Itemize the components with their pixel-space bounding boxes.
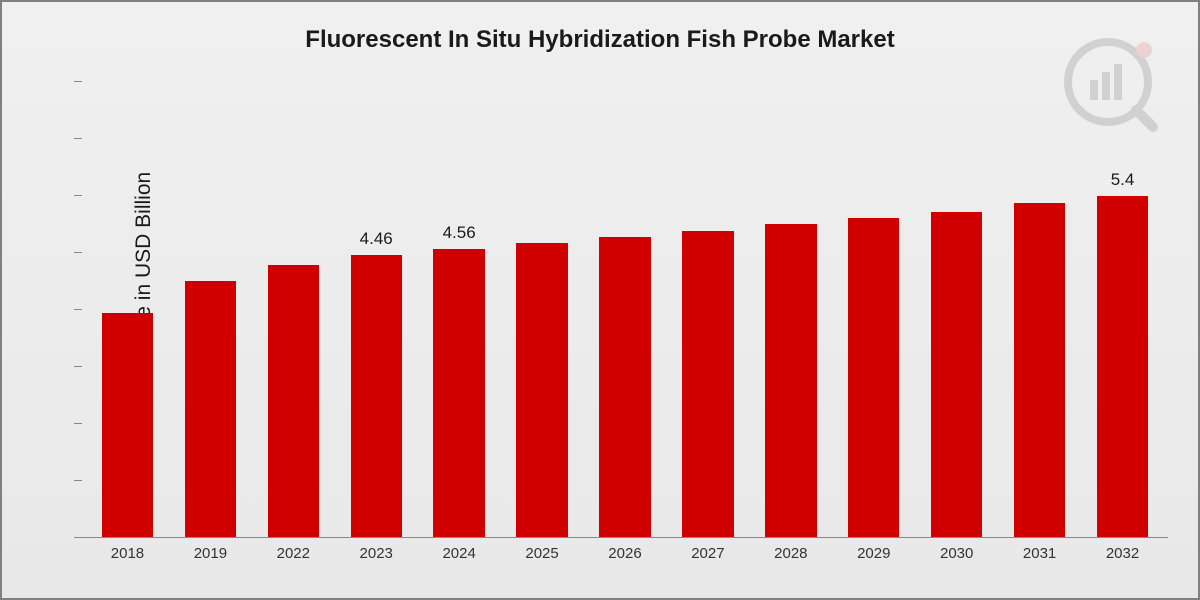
bar bbox=[599, 237, 650, 537]
bar-wrapper: 2025 bbox=[501, 82, 584, 537]
x-axis-label: 2025 bbox=[525, 545, 558, 562]
bar-value-label: 5.4 bbox=[1111, 170, 1135, 190]
bar bbox=[682, 231, 733, 537]
bar-wrapper: 2018 bbox=[86, 82, 169, 537]
x-axis-label: 2027 bbox=[691, 545, 724, 562]
x-axis-label: 2024 bbox=[442, 545, 475, 562]
plot-area: 2018201920224.4620234.562024202520262027… bbox=[82, 82, 1168, 538]
bar-wrapper: 2027 bbox=[666, 82, 749, 537]
x-axis-label: 2029 bbox=[857, 545, 890, 562]
bar-wrapper: 2028 bbox=[749, 82, 832, 537]
bar bbox=[516, 243, 567, 537]
bar-wrapper: 2019 bbox=[169, 82, 252, 537]
x-axis-label: 2030 bbox=[940, 545, 973, 562]
x-axis-label: 2022 bbox=[277, 545, 310, 562]
x-axis-label: 2019 bbox=[194, 545, 227, 562]
bar-wrapper: 4.462023 bbox=[335, 82, 418, 537]
bar bbox=[351, 255, 402, 537]
x-axis-label: 2031 bbox=[1023, 545, 1056, 562]
bar bbox=[433, 249, 484, 537]
x-axis-label: 2028 bbox=[774, 545, 807, 562]
bar-wrapper: 5.42032 bbox=[1081, 82, 1164, 537]
x-axis-label: 2023 bbox=[360, 545, 393, 562]
bar bbox=[1014, 203, 1065, 537]
bar bbox=[1097, 196, 1148, 537]
bar-value-label: 4.56 bbox=[443, 223, 476, 243]
bar-wrapper: 2031 bbox=[998, 82, 1081, 537]
bar bbox=[102, 313, 153, 537]
bars-container: 2018201920224.4620234.562024202520262027… bbox=[82, 82, 1168, 538]
bar bbox=[185, 281, 236, 537]
bar-wrapper: 2022 bbox=[252, 82, 335, 537]
bar bbox=[268, 265, 319, 537]
x-axis-label: 2026 bbox=[608, 545, 641, 562]
bar bbox=[931, 212, 982, 537]
chart-title: Fluorescent In Situ Hybridization Fish P… bbox=[2, 26, 1198, 54]
bar-wrapper: 2026 bbox=[584, 82, 667, 537]
x-axis-label: 2032 bbox=[1106, 545, 1139, 562]
bar-wrapper: 2030 bbox=[915, 82, 998, 537]
bar bbox=[765, 224, 816, 537]
x-axis-label: 2018 bbox=[111, 545, 144, 562]
bar-value-label: 4.46 bbox=[360, 229, 393, 249]
bar-wrapper: 4.562024 bbox=[418, 82, 501, 537]
bar bbox=[848, 218, 899, 537]
bar-wrapper: 2029 bbox=[832, 82, 915, 537]
